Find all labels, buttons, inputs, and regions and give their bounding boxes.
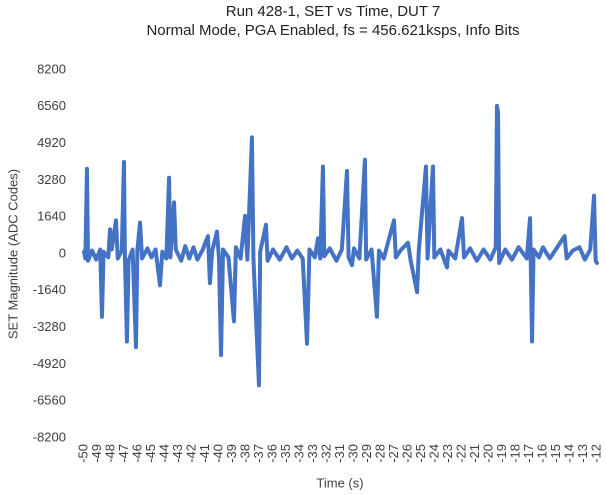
x-tick-label: -17 xyxy=(521,444,536,463)
x-tick-label: -46 xyxy=(129,444,144,463)
x-tick-label: -39 xyxy=(224,444,239,463)
x-tick-label: -35 xyxy=(278,444,293,463)
y-tick-label: 8200 xyxy=(37,61,66,76)
x-tick-label: -47 xyxy=(116,444,131,463)
x-tick-label: -27 xyxy=(386,444,401,463)
x-tick-label: -14 xyxy=(561,444,576,463)
y-tick-label: 0 xyxy=(59,245,66,260)
x-tick-label: -32 xyxy=(318,444,333,463)
y-tick-label: -3280 xyxy=(33,319,66,334)
x-tick-label: -37 xyxy=(251,444,266,463)
x-tick-label: -45 xyxy=(143,444,158,463)
x-tick-label: -43 xyxy=(170,444,185,463)
y-tick-label: 6560 xyxy=(37,98,66,113)
x-tick-label: -44 xyxy=(156,444,171,463)
x-tick-label: -26 xyxy=(399,444,414,463)
y-tick-label: 1640 xyxy=(37,209,66,224)
x-tick-label: -41 xyxy=(197,444,212,463)
x-tick-label: -33 xyxy=(305,444,320,463)
x-tick-label: -40 xyxy=(210,444,225,463)
y-tick-label: -8200 xyxy=(33,429,66,444)
y-tick-label: 4920 xyxy=(37,135,66,150)
x-tick-label: -34 xyxy=(291,444,306,463)
y-tick-label: -6560 xyxy=(33,393,66,408)
x-tick-label: -16 xyxy=(534,444,549,463)
x-tick-label: -38 xyxy=(237,444,252,463)
x-tick-label: -29 xyxy=(359,444,374,463)
x-tick-label: -36 xyxy=(264,444,279,463)
x-tick-label: -31 xyxy=(332,444,347,463)
x-tick-label: -30 xyxy=(345,444,360,463)
chart-title: Run 428-1, SET vs Time, DUT 7 xyxy=(226,3,441,20)
y-axis-label: SET Magnitude (ADC Codes) xyxy=(5,169,20,339)
x-tick-label: -23 xyxy=(440,444,455,463)
y-tick-label: -4920 xyxy=(33,356,66,371)
x-tick-label: -24 xyxy=(426,444,441,463)
y-tick-label: -1640 xyxy=(33,282,66,297)
x-axis-label: Time (s) xyxy=(316,475,363,490)
x-tick-label: -50 xyxy=(75,444,90,463)
x-tick-label: -25 xyxy=(413,444,428,463)
y-tick-label: 3280 xyxy=(37,172,66,187)
x-tick-label: -48 xyxy=(102,444,117,463)
x-tick-label: -12 xyxy=(588,444,603,463)
data-line xyxy=(82,103,599,388)
x-tick-label: -19 xyxy=(494,444,509,463)
x-tick-label: -13 xyxy=(575,444,590,463)
x-tick-label: -15 xyxy=(548,444,563,463)
x-tick-label: -49 xyxy=(89,444,104,463)
x-tick-label: -21 xyxy=(467,444,482,463)
x-tick-label: -20 xyxy=(480,444,495,463)
x-tick-label: -42 xyxy=(183,444,198,463)
chart-subtitle: Normal Mode, PGA Enabled, fs = 456.621ks… xyxy=(146,22,519,39)
x-tick-label: -22 xyxy=(453,444,468,463)
x-tick-label: -28 xyxy=(372,444,387,463)
x-tick-label: -18 xyxy=(507,444,522,463)
